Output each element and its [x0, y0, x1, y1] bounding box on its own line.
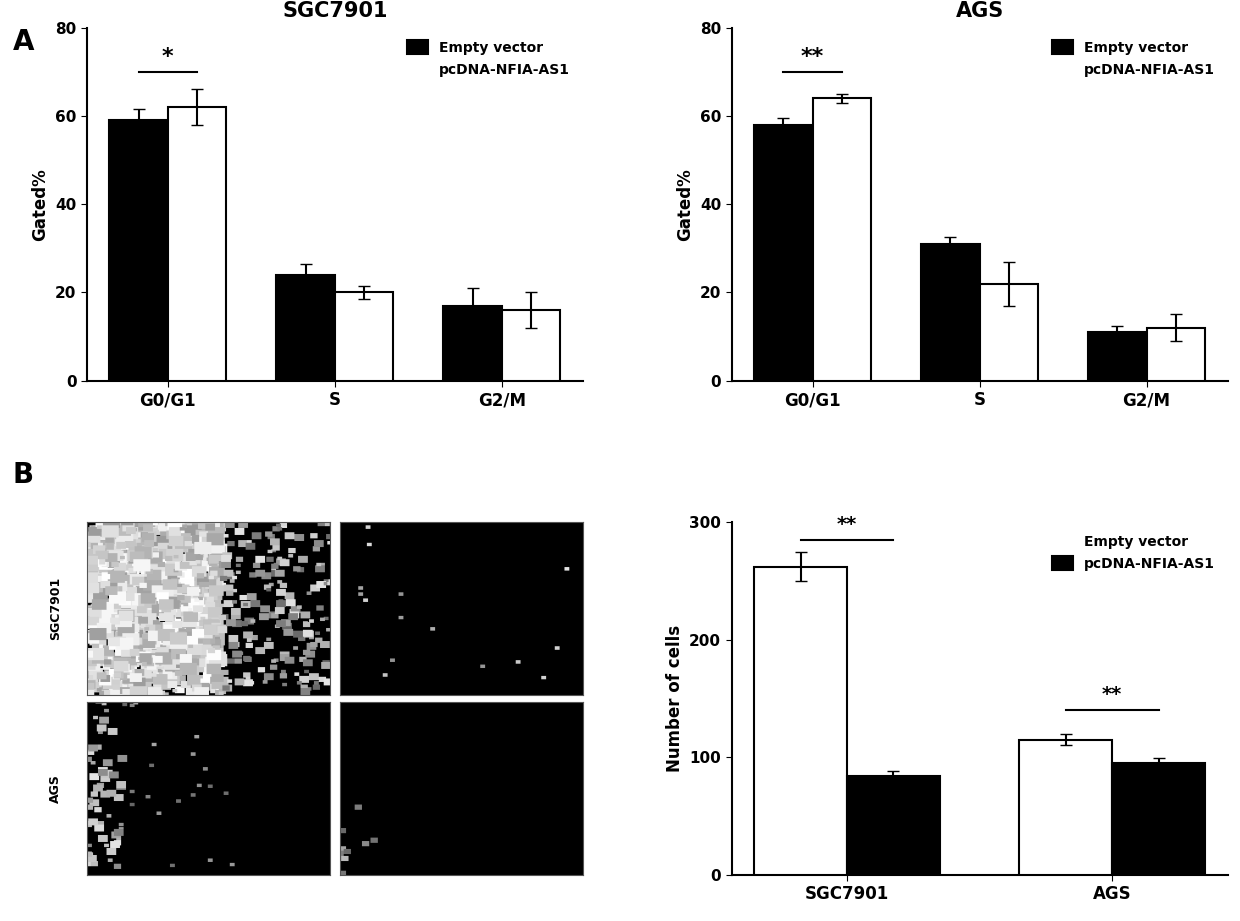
Y-axis label: Gated%: Gated% [31, 168, 50, 240]
Legend: Empty vector, pcDNA-NFIA-AS1: Empty vector, pcDNA-NFIA-AS1 [1047, 529, 1220, 577]
Text: **: ** [837, 515, 857, 533]
Text: **: ** [801, 47, 825, 67]
Bar [754, 124, 812, 380]
Legend: Empty vector, pcDNA-NFIA-AS1: Empty vector, pcDNA-NFIA-AS1 [402, 35, 575, 82]
Bar [847, 776, 940, 875]
Text: **: ** [1102, 685, 1122, 705]
Bar [754, 566, 847, 875]
Title: SGC7901: SGC7901 [281, 1, 388, 20]
Text: AGS: AGS [50, 774, 62, 803]
Text: A: A [12, 28, 33, 55]
Y-axis label: Number of cells: Number of cells [666, 624, 683, 772]
Bar [335, 293, 393, 380]
Bar [980, 284, 1038, 380]
Bar [1147, 328, 1205, 380]
Text: SGC7901: SGC7901 [50, 577, 62, 640]
Bar [921, 244, 980, 380]
Bar [502, 310, 560, 380]
Bar [1089, 332, 1147, 380]
Text: *: * [162, 47, 174, 67]
Bar [444, 306, 502, 380]
Title: AGS: AGS [956, 1, 1003, 20]
Bar [1112, 764, 1205, 875]
Bar [167, 107, 226, 380]
Bar [109, 121, 167, 380]
Text: B: B [12, 460, 33, 488]
Legend: Empty vector, pcDNA-NFIA-AS1: Empty vector, pcDNA-NFIA-AS1 [1047, 35, 1220, 82]
Bar [812, 99, 870, 380]
Bar [277, 274, 335, 380]
Y-axis label: Gated%: Gated% [676, 168, 694, 240]
Bar [1019, 740, 1112, 875]
